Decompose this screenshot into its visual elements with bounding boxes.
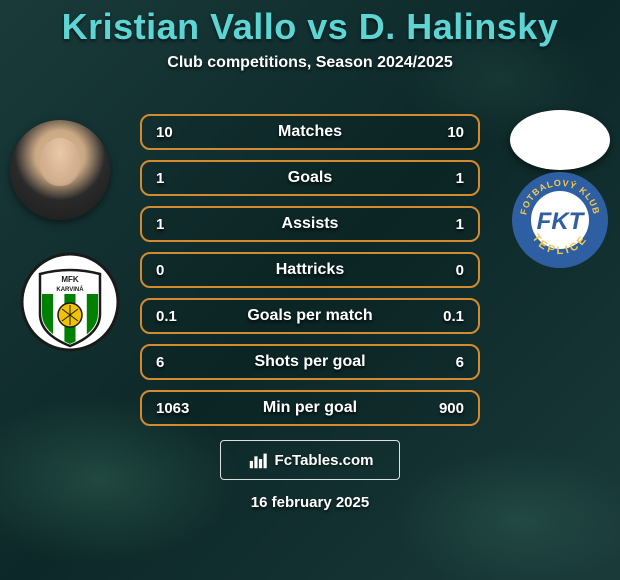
stat-row: 0 Hattricks 0 — [140, 252, 480, 288]
stat-left-value: 0 — [156, 262, 206, 279]
stat-right-value: 0 — [414, 262, 464, 279]
club-left-badge: MFK KARVINÁ — [20, 252, 120, 352]
svg-text:MFK: MFK — [61, 275, 79, 284]
mfk-karvina-icon: MFK KARVINÁ — [20, 252, 120, 352]
stat-row: 10 Matches 10 — [140, 114, 480, 150]
stat-left-value: 0.1 — [156, 308, 206, 325]
main-area: MFK KARVINÁ — [0, 102, 620, 580]
player-left-avatar — [10, 120, 110, 220]
stat-label: Goals — [206, 169, 414, 187]
stat-row: 1 Goals 1 — [140, 160, 480, 196]
subtitle: Club competitions, Season 2024/2025 — [167, 54, 452, 72]
stat-row: 1 Assists 1 — [140, 206, 480, 242]
stat-right-value: 900 — [414, 400, 464, 417]
stat-row: 1063 Min per goal 900 — [140, 390, 480, 426]
comparison-card: Kristian Vallo vs D. Halinsky Club compe… — [0, 0, 620, 580]
stat-row: 6 Shots per goal 6 — [140, 344, 480, 380]
logo-text: FcTables.com — [275, 452, 374, 469]
stat-row: 0.1 Goals per match 0.1 — [140, 298, 480, 334]
player-right-avatar — [510, 110, 610, 170]
stat-label: Matches — [206, 123, 414, 141]
page-title: Kristian Vallo vs D. Halinsky — [62, 6, 559, 48]
stat-right-value: 10 — [414, 124, 464, 141]
fk-teplice-icon: FOTBALOVÝ KLUB TEPLICE FKT — [510, 170, 610, 270]
stat-left-value: 1 — [156, 216, 206, 233]
svg-text:KARVINÁ: KARVINÁ — [56, 286, 84, 293]
stats-list: 10 Matches 10 1 Goals 1 1 Assists 1 0 Ha… — [140, 114, 480, 426]
stat-label: Goals per match — [206, 307, 414, 325]
date-text: 16 february 2025 — [251, 494, 369, 511]
svg-text:FKT: FKT — [537, 208, 586, 235]
stat-left-value: 1 — [156, 170, 206, 187]
club-right-badge: FOTBALOVÝ KLUB TEPLICE FKT — [510, 170, 610, 270]
stat-left-value: 10 — [156, 124, 206, 141]
stat-label: Min per goal — [206, 399, 414, 417]
stat-label: Hattricks — [206, 261, 414, 279]
stat-left-value: 1063 — [156, 400, 206, 417]
stat-right-value: 0.1 — [414, 308, 464, 325]
fctables-logo: FcTables.com — [220, 440, 400, 480]
stat-right-value: 1 — [414, 216, 464, 233]
stat-label: Shots per goal — [206, 353, 414, 371]
bars-icon — [247, 449, 269, 471]
stat-label: Assists — [206, 215, 414, 233]
stat-right-value: 1 — [414, 170, 464, 187]
stat-left-value: 6 — [156, 354, 206, 371]
stat-right-value: 6 — [414, 354, 464, 371]
